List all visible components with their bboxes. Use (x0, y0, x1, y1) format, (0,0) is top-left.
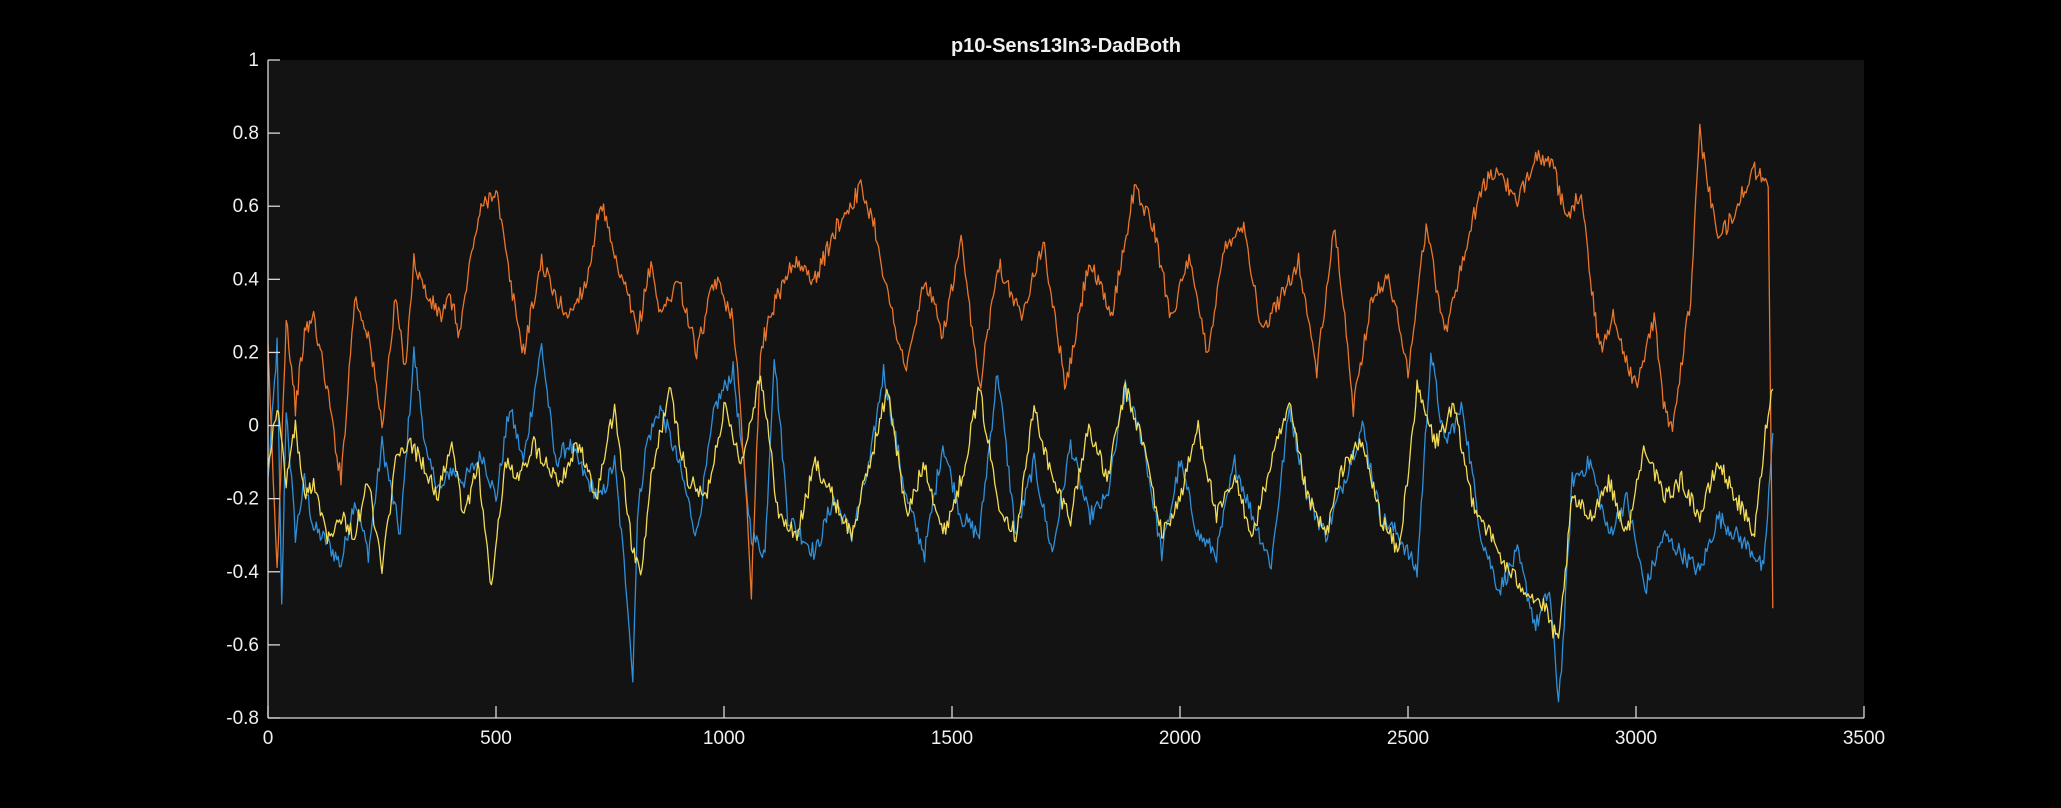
y-tick-label: 0.2 (233, 342, 259, 363)
y-tick-label: 0.8 (233, 123, 259, 144)
y-tick-label: -0.2 (226, 489, 259, 510)
series-line-1 (267, 337, 1774, 703)
y-tick-label: 0.6 (233, 196, 259, 217)
axes-layer (267, 60, 1864, 719)
x-tick-label: 2500 (1387, 728, 1429, 749)
x-tick-label: 1000 (703, 728, 745, 749)
y-ticks: -0.8 -0.6 -0.4 -0.2 0 0.2 0.4 0.6 0.8 1 (226, 50, 280, 729)
y-tick-label: 0 (248, 416, 259, 437)
x-tick-label: 0 (263, 728, 274, 749)
y-tick-label: -0.8 (226, 708, 259, 729)
x-tick-label: 500 (480, 728, 512, 749)
series-layer (267, 123, 1774, 703)
chart-title: p10-Sens13In3-DadBoth (951, 35, 1181, 57)
series-line-2 (267, 123, 1774, 609)
y-tick-label: -0.4 (226, 562, 259, 583)
x-tick-label: 3500 (1843, 728, 1885, 749)
x-ticks: 0 500 1000 1500 2000 2500 3000 3500 (263, 706, 1885, 749)
y-tick-label: -0.6 (226, 635, 259, 656)
y-tick-label: 1 (248, 50, 259, 71)
x-tick-label: 3000 (1615, 728, 1657, 749)
series-line-3 (267, 375, 1774, 639)
y-tick-label: 0.4 (233, 269, 260, 290)
x-tick-label: 1500 (931, 728, 973, 749)
x-tick-label: 2000 (1159, 728, 1201, 749)
plot-area (268, 60, 1864, 718)
